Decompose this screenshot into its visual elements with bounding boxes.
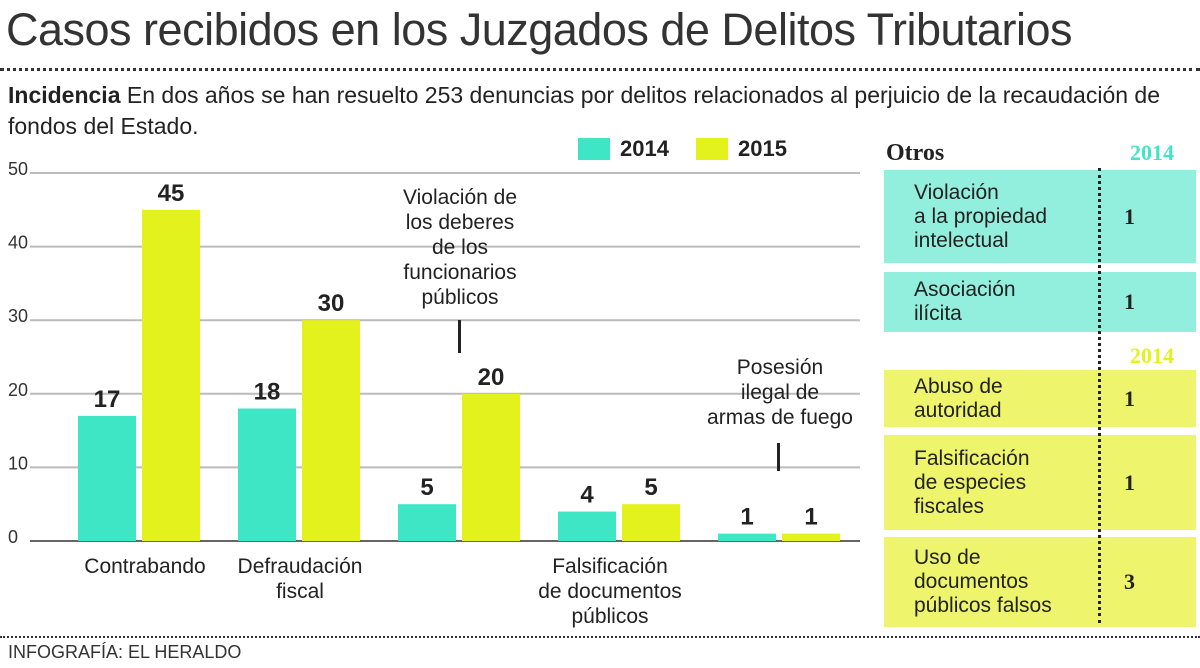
others-row: Asociación ilícita 1 xyxy=(884,272,1196,332)
source: INFOGRAFÍA: EL HERALDO xyxy=(8,642,242,662)
annotation-pointer xyxy=(777,443,780,471)
y-tick-label: 40 xyxy=(8,233,28,253)
others-title: Otros xyxy=(886,140,945,166)
legend-2014: 2014 xyxy=(578,136,669,162)
data-label: 1 xyxy=(740,504,753,531)
bar-2014 xyxy=(78,415,136,541)
category-annotation: Posesión ilegal de armas de fuego xyxy=(690,355,870,430)
label-line: fiscal xyxy=(276,580,324,603)
legend-swatch xyxy=(696,138,728,160)
label-line: públicos xyxy=(421,286,499,309)
bar-2014 xyxy=(238,408,296,541)
data-label: 18 xyxy=(254,379,281,406)
data-label: 17 xyxy=(94,386,121,413)
others-row: Violación a la propiedad intelectual 1 xyxy=(884,170,1196,263)
label-line: a la propiedad xyxy=(914,204,1048,228)
bar-2014 xyxy=(718,533,776,541)
dotted-divider xyxy=(1098,168,1101,623)
bar-2015 xyxy=(302,320,360,541)
label-line: de los xyxy=(431,236,489,259)
label-line: Violación de xyxy=(402,186,518,209)
category-label: Defraudación fiscal xyxy=(215,554,385,604)
others-row: Abuso de autoridad 1 xyxy=(884,370,1196,427)
label-line: ilícita xyxy=(914,302,962,325)
others-year: 2014 xyxy=(1130,343,1174,368)
others-row-value: 1 xyxy=(1124,289,1135,314)
label-line: Posesión xyxy=(736,356,824,379)
bar-2015 xyxy=(462,393,520,541)
label-line: de especies xyxy=(914,470,1027,494)
data-label: 20 xyxy=(478,364,505,391)
chart-title: Casos recibidos en los Juzgados de Delit… xyxy=(6,4,1073,55)
y-tick-label: 30 xyxy=(8,306,28,326)
others-row-value: 3 xyxy=(1124,569,1135,594)
label-line: públicos xyxy=(571,605,649,628)
bar-2015 xyxy=(622,504,680,541)
legend-label: 2015 xyxy=(738,136,787,161)
y-tick-label: 50 xyxy=(8,159,28,179)
data-label: 30 xyxy=(318,290,345,317)
y-tick-label: 10 xyxy=(8,453,28,473)
others-row-label: Falsificación de especies fiscales xyxy=(884,447,1094,519)
label-line: intelectual xyxy=(914,228,1009,252)
category-label: Contrabando xyxy=(84,555,206,578)
data-label: 1 xyxy=(804,504,817,531)
category-annotation: Violación de los deberes de los funcionario… xyxy=(370,185,550,310)
others-row: Uso de documentos públicos falsos 3 xyxy=(884,537,1196,627)
label-line: Abuso de xyxy=(914,374,1003,398)
divider xyxy=(0,68,1200,71)
data-label: 4 xyxy=(580,482,594,509)
label-line: ilegal de xyxy=(740,381,820,404)
label-line: autoridad xyxy=(914,398,1002,422)
label-line: los deberes xyxy=(405,211,515,234)
label-line: Uso de xyxy=(914,546,981,569)
others-row: Falsificación de especies fiscales 1 xyxy=(884,435,1196,530)
y-tick-label: 0 xyxy=(8,527,18,547)
label-line: documentos xyxy=(914,570,1029,593)
others-year-2014: 2014 xyxy=(1130,140,1174,165)
data-label: 45 xyxy=(158,180,185,207)
others-row-label: Uso de documentos públicos falsos xyxy=(884,546,1094,618)
legend-label: 2014 xyxy=(620,136,669,161)
bar-2015 xyxy=(142,209,200,542)
subtitle-text: En dos años se han resuelto 253 denuncia… xyxy=(8,82,1161,139)
label-line: funcionarios xyxy=(403,261,517,284)
label-line: armas de fuego xyxy=(707,406,853,429)
bar-2014 xyxy=(398,504,456,541)
y-tick-label: 20 xyxy=(8,380,28,400)
label-line: Falsificación xyxy=(914,446,1030,470)
legend-2015: 2015 xyxy=(696,136,787,162)
annotation-pointer xyxy=(458,320,461,353)
others-row-value: 1 xyxy=(1124,469,1135,495)
bar-2015 xyxy=(782,533,840,541)
others-row-label: Asociación ilícita xyxy=(884,278,1094,326)
label-line: públicos falsos xyxy=(914,594,1052,617)
label-line: de documentos xyxy=(538,580,682,603)
label-line: Defraudación xyxy=(237,555,363,578)
category-label: Falsificación de documentos públicos xyxy=(520,554,700,629)
subtitle: Incidencia En dos años se han resuelto 2… xyxy=(8,80,1188,142)
label-line: fiscales xyxy=(914,494,985,518)
label-line: Asociación xyxy=(914,278,1016,301)
others-row-label: Abuso de autoridad xyxy=(884,375,1094,423)
label-line: Violación xyxy=(914,180,999,204)
data-label: 5 xyxy=(644,474,657,501)
others-row-value: 1 xyxy=(1124,203,1135,229)
data-label: 5 xyxy=(420,474,433,501)
others-row-value: 1 xyxy=(1124,385,1135,411)
label-line: Falsificación xyxy=(552,555,668,578)
bar-2014 xyxy=(558,511,616,541)
others-row-label: Violación a la propiedad intelectual xyxy=(884,181,1094,253)
subtitle-bold: Incidencia xyxy=(8,82,121,108)
divider xyxy=(0,636,1200,638)
legend-swatch xyxy=(578,138,610,160)
